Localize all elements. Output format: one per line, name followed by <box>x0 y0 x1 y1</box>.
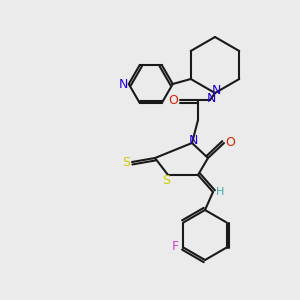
Text: S: S <box>162 173 170 187</box>
Text: N: N <box>188 134 198 148</box>
Text: N: N <box>119 77 128 91</box>
Text: N: N <box>206 92 216 104</box>
Text: F: F <box>172 240 179 253</box>
Text: N: N <box>211 85 221 98</box>
Text: S: S <box>122 155 130 169</box>
Text: O: O <box>168 94 178 106</box>
Text: O: O <box>225 136 235 149</box>
Text: H: H <box>216 187 224 197</box>
